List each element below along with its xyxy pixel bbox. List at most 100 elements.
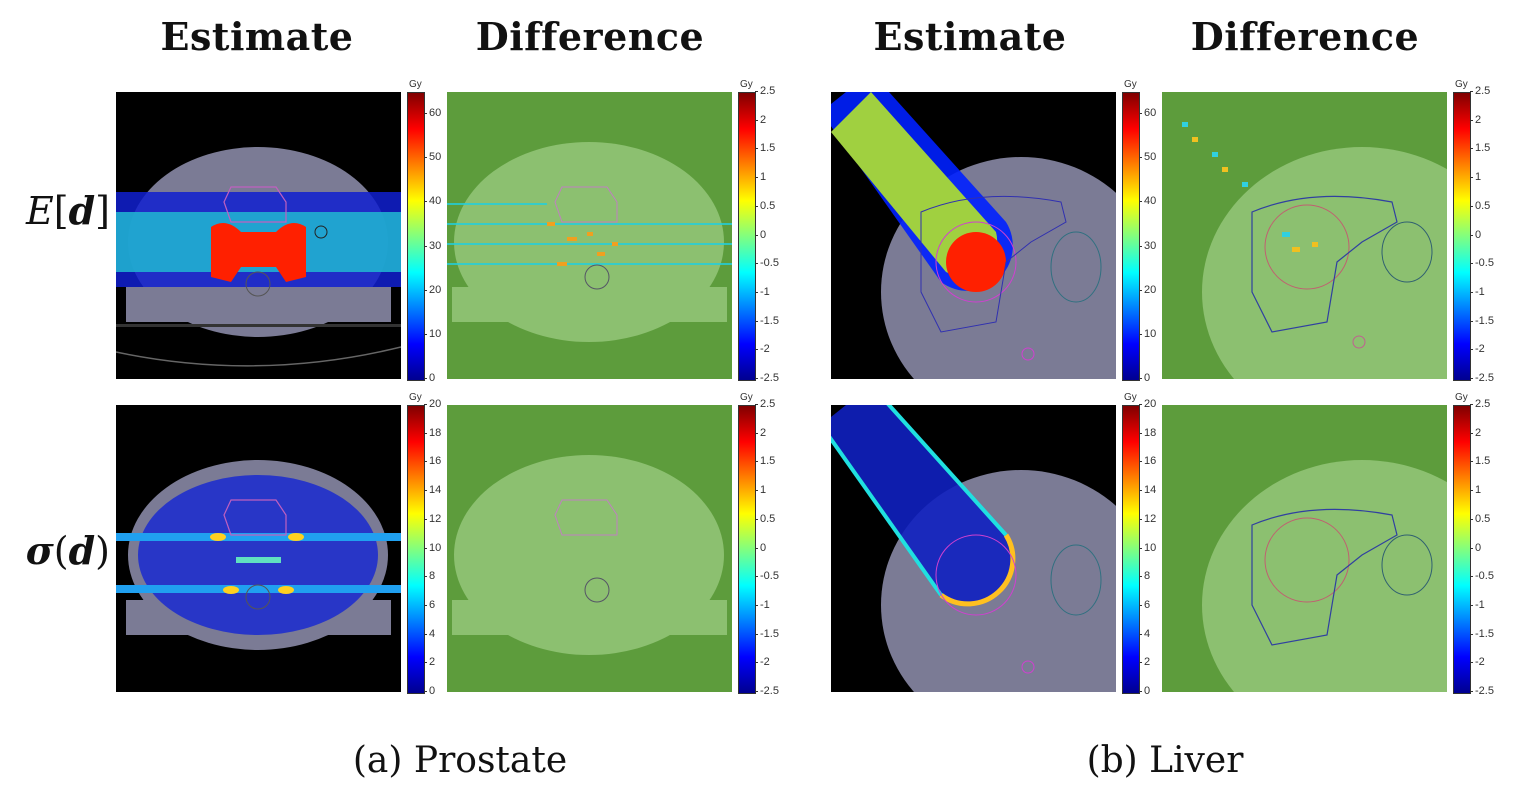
colorbar-tick-label: 10 bbox=[1138, 327, 1157, 340]
colorbar-std_dose bbox=[407, 405, 425, 694]
row-label-paren-close: ) bbox=[95, 529, 110, 573]
colorbar-tick-label: 1 bbox=[754, 484, 767, 497]
prostate-std-dose-image bbox=[116, 405, 401, 692]
colorbar-tick-label: 18 bbox=[1138, 426, 1157, 439]
colorbar-tick-label: -1.5 bbox=[1470, 627, 1494, 640]
colorbar-unit-label: Gy bbox=[1124, 79, 1137, 90]
colorbar-unit-label: Gy bbox=[1455, 392, 1468, 403]
liver-mean-difference-image bbox=[1162, 92, 1447, 379]
column-title-liver-estimate: Estimate bbox=[873, 14, 1067, 59]
panel-liver-estimate-std bbox=[831, 405, 1116, 692]
colorbar-tick-label: -2 bbox=[755, 656, 770, 669]
colorbar-tick-label: -1.5 bbox=[1470, 314, 1494, 327]
colorbar-tick-label: -1.5 bbox=[755, 627, 779, 640]
row-label-bracket-open: [ bbox=[53, 189, 69, 233]
row-label-paren-open: ( bbox=[53, 529, 69, 573]
colorbar-tick-label: -0.5 bbox=[1470, 257, 1494, 270]
prostate-mean-dose-image bbox=[116, 92, 401, 379]
colorbar-tick-label: 40 bbox=[423, 195, 442, 208]
colorbar-tick-label: -0.5 bbox=[1470, 570, 1494, 583]
colorbar-mean_dose bbox=[407, 92, 425, 381]
colorbar-tick-label: 2.5 bbox=[1469, 85, 1491, 97]
colorbar-tick-label: 12 bbox=[423, 512, 442, 525]
colorbar-tick-label: 14 bbox=[423, 484, 442, 497]
panel-liver-difference-std bbox=[1162, 405, 1447, 692]
target-hotspot bbox=[211, 223, 306, 282]
prostate-std-difference-image bbox=[447, 405, 732, 692]
colorbar-tick-label: 6 bbox=[423, 598, 436, 611]
colorbar-tick-label: 2.5 bbox=[1469, 398, 1491, 410]
colorbar-tick-label: 0.5 bbox=[1469, 199, 1491, 212]
colorbar-tick-label: 60 bbox=[423, 107, 442, 120]
liver-std-difference-image bbox=[1162, 405, 1447, 692]
colorbar-tick-label: 6 bbox=[1138, 598, 1151, 611]
body-outline bbox=[1202, 147, 1447, 379]
colorbar-unit-label: Gy bbox=[740, 79, 753, 90]
colorbar-mean_dose bbox=[1122, 92, 1140, 381]
colorbar-tick-label: 20 bbox=[1138, 283, 1157, 296]
colorbar-tick-label: 30 bbox=[1138, 239, 1157, 252]
colorbar-tick-label: -1 bbox=[755, 285, 770, 298]
colorbar-unit-label: Gy bbox=[1455, 79, 1468, 90]
colorbar-tick-label: 30 bbox=[423, 239, 442, 252]
caption-liver: (b) Liver bbox=[1086, 740, 1244, 781]
colorbar-unit-label: Gy bbox=[409, 392, 422, 403]
colorbar-tick-label: 0.5 bbox=[754, 512, 776, 525]
column-title-liver-difference: Difference bbox=[1190, 14, 1420, 59]
colorbar-tick-label: 40 bbox=[1138, 195, 1157, 208]
colorbar-tick-label: 16 bbox=[1138, 455, 1157, 468]
colorbar-tick-label: 1.5 bbox=[1469, 142, 1491, 155]
liver-mean-dose-image bbox=[831, 92, 1116, 379]
row-label-bracket-close: ] bbox=[95, 189, 110, 233]
colorbar-std_dose bbox=[1122, 405, 1140, 694]
prostate-mean-difference-image bbox=[447, 92, 732, 379]
colorbar-tick-label: 10 bbox=[1138, 541, 1157, 554]
bladder-contour bbox=[223, 186, 287, 223]
colorbar-tick-label: 2 bbox=[1469, 426, 1482, 439]
colorbar-tick-label: -0.5 bbox=[755, 570, 779, 583]
column-title-prostate-difference: Difference bbox=[475, 14, 705, 59]
panel-prostate-difference-mean bbox=[447, 92, 732, 379]
colorbar-tick-label: 10 bbox=[423, 541, 442, 554]
colorbar-tick-label: 60 bbox=[1138, 107, 1157, 120]
colorbar-tick-label: 4 bbox=[423, 627, 436, 640]
colorbar-tick-label: -1 bbox=[1470, 285, 1485, 298]
colorbar-tick-label: -2.5 bbox=[1470, 685, 1494, 697]
colorbar-tick-label: 20 bbox=[1138, 398, 1157, 410]
colorbar-tick-label: 0.5 bbox=[1469, 512, 1491, 525]
colorbar-tick-label: 2 bbox=[1469, 113, 1482, 126]
colorbar-tick-label: -2 bbox=[1470, 343, 1485, 356]
colorbar-tick-label: 20 bbox=[423, 398, 442, 410]
colorbar-tick-label: 1 bbox=[754, 171, 767, 184]
colorbar-tick-label: 0.5 bbox=[754, 199, 776, 212]
panel-prostate-estimate-std bbox=[116, 405, 401, 692]
colorbar-tick-label: 0 bbox=[1138, 372, 1151, 384]
colorbar-tick-label: 18 bbox=[423, 426, 442, 439]
colorbar-tick-label: 0 bbox=[423, 372, 436, 384]
colorbar-tick-label: 50 bbox=[1138, 151, 1157, 164]
colorbar-tick-label: -1.5 bbox=[755, 314, 779, 327]
colorbar-tick-label: 8 bbox=[1138, 570, 1151, 583]
colorbar-tick-label: 2.5 bbox=[754, 398, 776, 410]
colorbar-tick-label: -2 bbox=[1470, 656, 1485, 669]
colorbar-tick-label: 2 bbox=[1138, 656, 1151, 669]
colorbar-tick-label: 0 bbox=[1469, 541, 1482, 554]
colorbar-tick-label: 20 bbox=[423, 283, 442, 296]
caption-prostate: (a) Prostate bbox=[352, 740, 568, 781]
colorbar-tick-label: 0 bbox=[1469, 228, 1482, 241]
colorbar-tick-label: 14 bbox=[1138, 484, 1157, 497]
colorbar-tick-label: 1.5 bbox=[754, 142, 776, 155]
colorbar-tick-label: 1.5 bbox=[754, 455, 776, 468]
colorbar-tick-label: 1 bbox=[1469, 484, 1482, 497]
beam-core bbox=[831, 92, 998, 276]
row-label-std-dose: σ(d) bbox=[0, 528, 110, 573]
colorbar-tick-label: -1 bbox=[755, 598, 770, 611]
colorbar-tick-label: 2 bbox=[423, 656, 436, 669]
colorbar-tick-label: 16 bbox=[423, 455, 442, 468]
colorbar-tick-label: -2.5 bbox=[755, 685, 779, 697]
liver-contour bbox=[920, 195, 1067, 333]
colorbar-tick-label: 1.5 bbox=[1469, 455, 1491, 468]
panel-liver-difference-mean bbox=[1162, 92, 1447, 379]
colorbar-difference bbox=[1453, 92, 1471, 381]
colorbar-tick-label: -2.5 bbox=[755, 372, 779, 384]
